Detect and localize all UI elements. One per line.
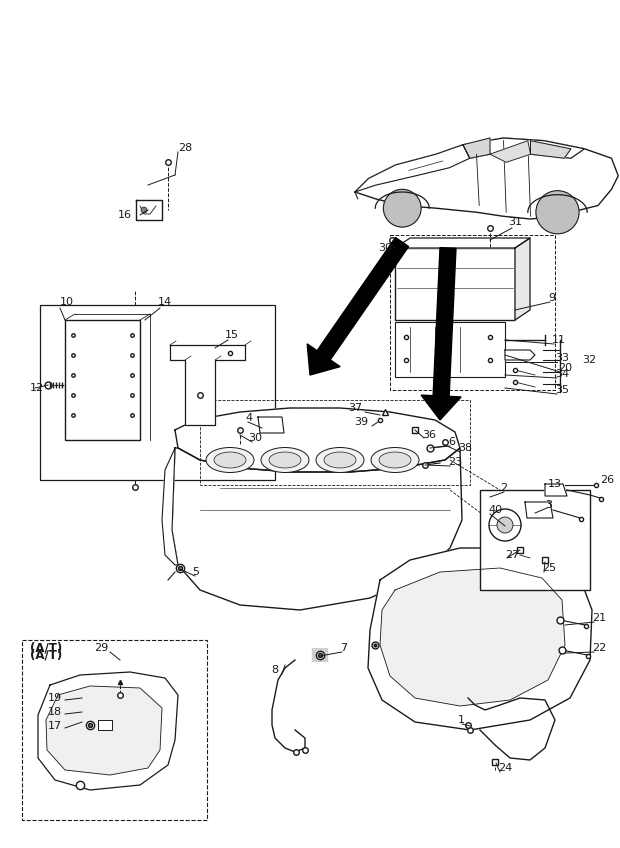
Text: 25: 25 (542, 563, 556, 573)
Circle shape (497, 517, 513, 533)
Text: 18: 18 (48, 707, 62, 717)
Ellipse shape (269, 452, 301, 468)
Ellipse shape (206, 448, 254, 472)
Ellipse shape (371, 448, 419, 472)
Text: 10: 10 (60, 297, 74, 307)
Bar (200, 400, 470, 485)
Text: 30: 30 (378, 243, 392, 253)
Text: 4: 4 (245, 413, 252, 423)
Text: 9: 9 (548, 293, 555, 303)
Text: 38: 38 (458, 443, 472, 453)
Text: 11: 11 (552, 335, 566, 345)
Polygon shape (395, 238, 530, 248)
Text: 7: 7 (340, 643, 347, 653)
Text: 13: 13 (548, 479, 562, 489)
Text: 14: 14 (158, 297, 172, 307)
Polygon shape (531, 141, 571, 159)
Text: 27: 27 (505, 550, 520, 560)
Polygon shape (515, 238, 530, 320)
Polygon shape (175, 408, 460, 472)
Text: 30: 30 (248, 433, 262, 443)
Polygon shape (463, 138, 585, 159)
Bar (395, 322, 505, 377)
Text: 22: 22 (592, 643, 606, 653)
Text: 16: 16 (118, 210, 132, 220)
Text: 21: 21 (592, 613, 606, 623)
Text: 26: 26 (600, 475, 614, 485)
Circle shape (383, 189, 421, 227)
Polygon shape (170, 345, 245, 425)
Text: 36: 36 (422, 430, 436, 440)
Polygon shape (258, 417, 284, 433)
Text: 23: 23 (448, 457, 462, 467)
Polygon shape (421, 248, 461, 420)
Text: 37: 37 (348, 403, 362, 413)
Polygon shape (136, 200, 162, 220)
Text: 39: 39 (354, 417, 368, 427)
Ellipse shape (214, 452, 246, 468)
Polygon shape (355, 138, 618, 219)
Bar (65, 320, 140, 440)
Text: 5: 5 (192, 567, 199, 577)
Polygon shape (98, 720, 112, 730)
Text: 2: 2 (500, 483, 507, 493)
Ellipse shape (261, 448, 309, 472)
Text: 12: 12 (30, 383, 44, 393)
Polygon shape (545, 484, 567, 496)
Text: 31: 31 (508, 217, 522, 227)
Text: 1: 1 (458, 715, 465, 725)
Polygon shape (368, 548, 592, 730)
Text: 35: 35 (555, 385, 569, 395)
Circle shape (141, 207, 147, 213)
Text: 6: 6 (448, 437, 455, 447)
Text: 34: 34 (555, 369, 569, 379)
Text: 28: 28 (178, 143, 192, 153)
Polygon shape (46, 686, 162, 775)
Polygon shape (38, 672, 178, 790)
Polygon shape (463, 138, 490, 159)
Text: 17: 17 (48, 721, 62, 731)
Polygon shape (505, 350, 535, 360)
Text: (A/T): (A/T) (30, 641, 62, 655)
Text: 19: 19 (48, 693, 62, 703)
Text: 40: 40 (488, 505, 502, 515)
Polygon shape (355, 145, 470, 192)
Text: 32: 32 (582, 355, 596, 365)
Text: 29: 29 (94, 643, 108, 653)
Ellipse shape (316, 448, 364, 472)
Text: 3: 3 (545, 500, 552, 510)
Text: (A/T): (A/T) (30, 648, 62, 661)
Ellipse shape (379, 452, 411, 468)
Text: 33: 33 (555, 353, 569, 363)
Polygon shape (172, 448, 462, 610)
Bar (390, 235, 555, 390)
Polygon shape (490, 141, 531, 162)
Text: 8: 8 (271, 665, 278, 675)
Bar (40, 305, 275, 480)
Text: 20: 20 (558, 363, 572, 373)
Polygon shape (307, 237, 409, 375)
Text: 24: 24 (498, 763, 512, 773)
Bar (395, 248, 515, 320)
Ellipse shape (324, 452, 356, 468)
Bar (480, 490, 590, 590)
FancyBboxPatch shape (22, 640, 207, 820)
Polygon shape (380, 568, 565, 706)
Polygon shape (162, 448, 178, 565)
Polygon shape (525, 502, 553, 518)
Text: 15: 15 (225, 330, 239, 340)
Circle shape (536, 191, 579, 234)
